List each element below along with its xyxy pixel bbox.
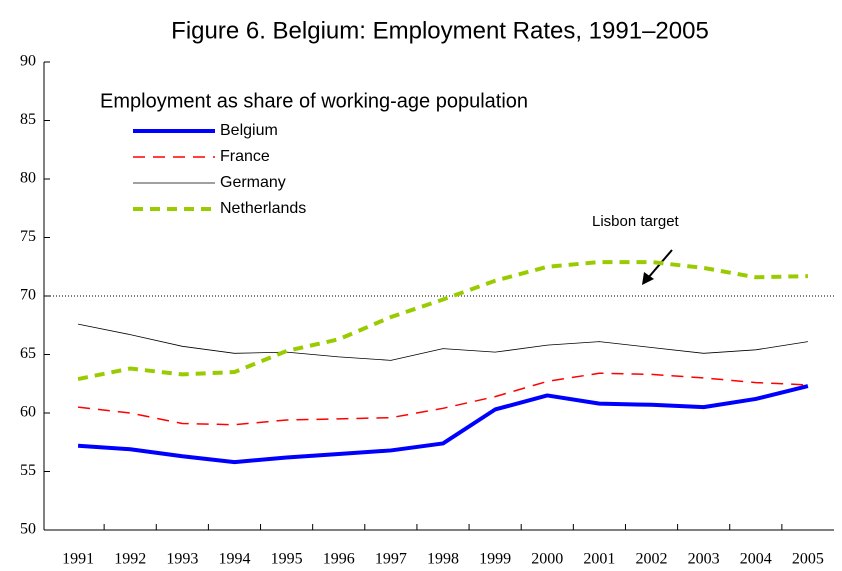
x-tick-label: 2001	[583, 551, 615, 568]
x-tick-label: 1999	[479, 551, 511, 568]
x-tick-label: 1992	[114, 551, 146, 568]
x-tick-label: 2005	[792, 551, 824, 568]
x-tick-label: 1995	[271, 551, 303, 568]
y-tick-label: 90	[20, 53, 36, 70]
x-tick-label: 1994	[218, 551, 250, 568]
x-tick-label: 1993	[166, 551, 198, 568]
x-tick-label: 2003	[688, 551, 720, 568]
series-line	[77, 323, 808, 361]
y-tick-label: 60	[20, 404, 36, 421]
legend-label: France	[220, 148, 270, 165]
x-tick-label: 2000	[531, 551, 563, 568]
y-tick-label: 85	[20, 111, 36, 128]
series-line	[77, 260, 808, 382]
x-tick-label: 1998	[427, 551, 459, 568]
x-tick-label: 1997	[375, 551, 407, 568]
x-tick-label: 1996	[323, 551, 355, 568]
y-tick-label: 75	[20, 228, 36, 245]
series-line	[77, 384, 809, 465]
chart-subtitle: Employment as share of working-age popul…	[100, 90, 528, 112]
target-label: Lisbon target	[592, 213, 680, 230]
y-tick-label: 65	[20, 345, 36, 362]
legend-label: Netherlands	[220, 200, 306, 217]
arrow-head	[642, 272, 654, 285]
series-line	[77, 372, 808, 426]
y-tick-label: 50	[20, 521, 36, 538]
x-tick-label: 1991	[62, 551, 94, 568]
y-tick-label: 80	[20, 170, 36, 187]
y-tick-label: 55	[20, 462, 36, 479]
legend-label: Germany	[220, 174, 286, 191]
legend-label: Belgium	[220, 122, 278, 139]
x-tick-label: 2002	[636, 551, 668, 568]
chart-title: Figure 6. Belgium: Employment Rates, 199…	[171, 17, 709, 44]
x-tick-label: 2004	[740, 551, 772, 568]
y-tick-label: 70	[20, 287, 36, 304]
